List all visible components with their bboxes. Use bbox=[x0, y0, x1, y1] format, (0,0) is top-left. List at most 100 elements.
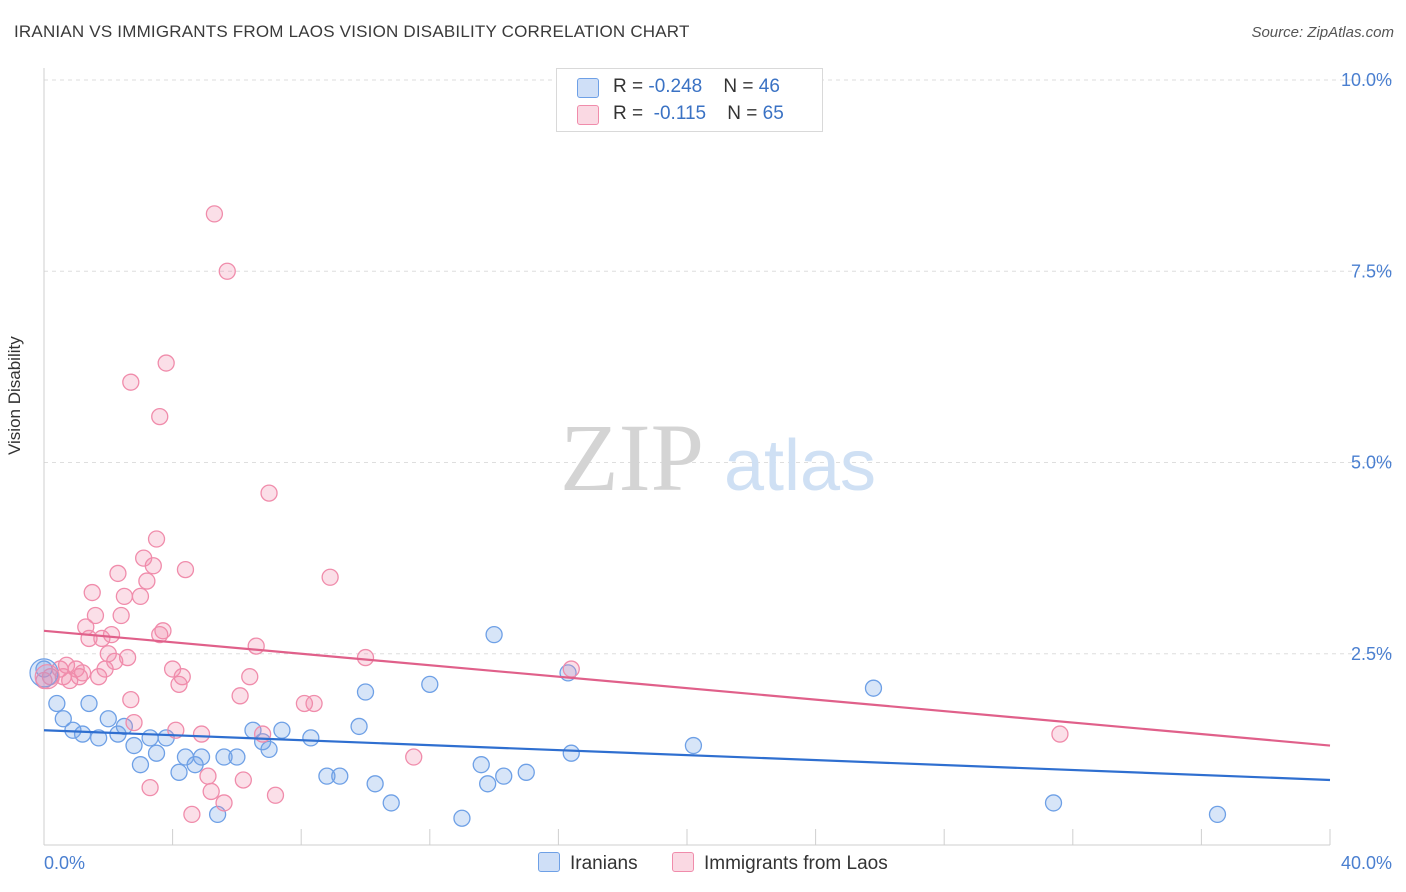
point-iranians bbox=[318, 767, 336, 785]
point-iranians bbox=[350, 717, 368, 736]
point-iranians bbox=[192, 748, 211, 766]
point-laos bbox=[202, 782, 220, 801]
point-laos bbox=[106, 652, 124, 671]
point-laos bbox=[147, 530, 166, 548]
series-swatch-iranians bbox=[538, 852, 560, 872]
point-iranians bbox=[260, 740, 278, 759]
trend-line-laos bbox=[43, 629, 1331, 747]
point-laos bbox=[112, 606, 130, 625]
point-iranians bbox=[141, 729, 159, 747]
point-iranians bbox=[864, 679, 883, 697]
point-iranians bbox=[228, 748, 246, 766]
point-iranians bbox=[485, 625, 503, 644]
point-laos bbox=[151, 407, 169, 426]
point-laos bbox=[34, 664, 60, 690]
point-laos bbox=[109, 564, 127, 583]
point-iranians bbox=[517, 763, 535, 781]
series-label-iranians: Iranians bbox=[570, 853, 638, 874]
watermark-atlas: atlas bbox=[724, 426, 876, 506]
correlation-legend: R = -0.248 N = 46 R = -0.115 N = 65 bbox=[556, 68, 823, 132]
point-laos bbox=[141, 778, 159, 797]
point-laos bbox=[231, 687, 249, 705]
point-laos bbox=[122, 691, 140, 709]
point-laos bbox=[131, 587, 150, 606]
legend-r-value: -0.248 bbox=[648, 76, 703, 97]
point-laos bbox=[93, 629, 111, 648]
point-laos bbox=[234, 771, 252, 789]
point-laos bbox=[73, 664, 92, 682]
point-laos bbox=[1051, 725, 1069, 743]
data-points bbox=[29, 205, 1227, 827]
axes bbox=[43, 68, 1331, 846]
point-laos bbox=[305, 694, 323, 713]
point-laos bbox=[205, 205, 224, 223]
point-iranians bbox=[479, 775, 497, 793]
point-iranians bbox=[90, 729, 108, 747]
point-iranians bbox=[562, 744, 580, 762]
point-iranians bbox=[170, 763, 188, 781]
point-iranians bbox=[684, 736, 703, 755]
point-laos bbox=[173, 668, 191, 686]
point-iranians bbox=[147, 744, 166, 762]
point-laos bbox=[154, 622, 172, 640]
point-laos bbox=[199, 767, 217, 785]
series-label-laos: Immigrants from Laos bbox=[704, 853, 888, 874]
point-iranians bbox=[125, 736, 143, 755]
point-laos bbox=[115, 587, 134, 606]
point-laos bbox=[176, 560, 195, 579]
point-iranians bbox=[366, 775, 384, 793]
point-iranians bbox=[331, 767, 349, 785]
y-tick-label: 7.5% bbox=[1351, 261, 1392, 281]
point-iranians bbox=[382, 794, 400, 812]
chart-source: Source: ZipAtlas.com bbox=[1251, 24, 1394, 41]
point-laos bbox=[157, 354, 175, 372]
point-laos bbox=[321, 568, 339, 586]
point-laos bbox=[218, 262, 236, 280]
point-iranians bbox=[472, 756, 490, 774]
point-laos bbox=[183, 805, 201, 824]
point-iranians bbox=[80, 694, 98, 713]
legend-n-label: N = bbox=[723, 76, 759, 97]
point-laos bbox=[102, 625, 121, 644]
point-laos bbox=[83, 583, 101, 602]
legend-r-value: -0.115 bbox=[648, 103, 707, 124]
point-iranians bbox=[495, 767, 513, 785]
point-laos bbox=[241, 668, 259, 686]
point-laos bbox=[144, 557, 162, 575]
point-iranians bbox=[131, 756, 150, 774]
point-iranians bbox=[99, 710, 117, 728]
point-iranians bbox=[215, 748, 233, 766]
point-laos bbox=[266, 786, 285, 804]
point-iranians bbox=[54, 710, 72, 728]
series-swatch-laos bbox=[672, 852, 694, 872]
point-iranians bbox=[453, 809, 471, 827]
legend-swatch-laos bbox=[577, 105, 599, 125]
point-laos bbox=[118, 648, 137, 667]
legend-n-value: 65 bbox=[762, 103, 784, 124]
watermark-zip: ZIP bbox=[560, 404, 704, 511]
point-laos bbox=[356, 648, 375, 667]
point-laos bbox=[138, 572, 156, 590]
point-laos bbox=[260, 484, 278, 502]
y-tick-label: 10.0% bbox=[1341, 70, 1392, 90]
point-iranians bbox=[356, 683, 375, 701]
point-iranians bbox=[421, 675, 439, 693]
point-iranians bbox=[273, 721, 291, 739]
point-laos bbox=[125, 713, 143, 732]
point-laos bbox=[215, 794, 233, 812]
point-iranians bbox=[1208, 805, 1227, 824]
point-laos bbox=[295, 694, 314, 713]
legend-r-label: R = bbox=[613, 103, 649, 124]
y-tick-label: 5.0% bbox=[1351, 453, 1392, 473]
tick-labels: 2.5% 5.0% 7.5% 10.0% 0.0% 40.0% bbox=[44, 70, 1392, 873]
point-iranians bbox=[302, 729, 320, 747]
trend-lines bbox=[43, 629, 1331, 782]
legend-r-label: R = bbox=[613, 76, 649, 97]
series-legend-laos: Immigrants from Laos bbox=[672, 852, 888, 875]
point-laos bbox=[562, 660, 580, 678]
grid-lines bbox=[44, 79, 1392, 655]
x-tick-label: 40.0% bbox=[1341, 853, 1392, 873]
chart-title: IRANIAN VS IMMIGRANTS FROM LAOS VISION D… bbox=[14, 22, 690, 41]
point-laos bbox=[86, 606, 105, 625]
